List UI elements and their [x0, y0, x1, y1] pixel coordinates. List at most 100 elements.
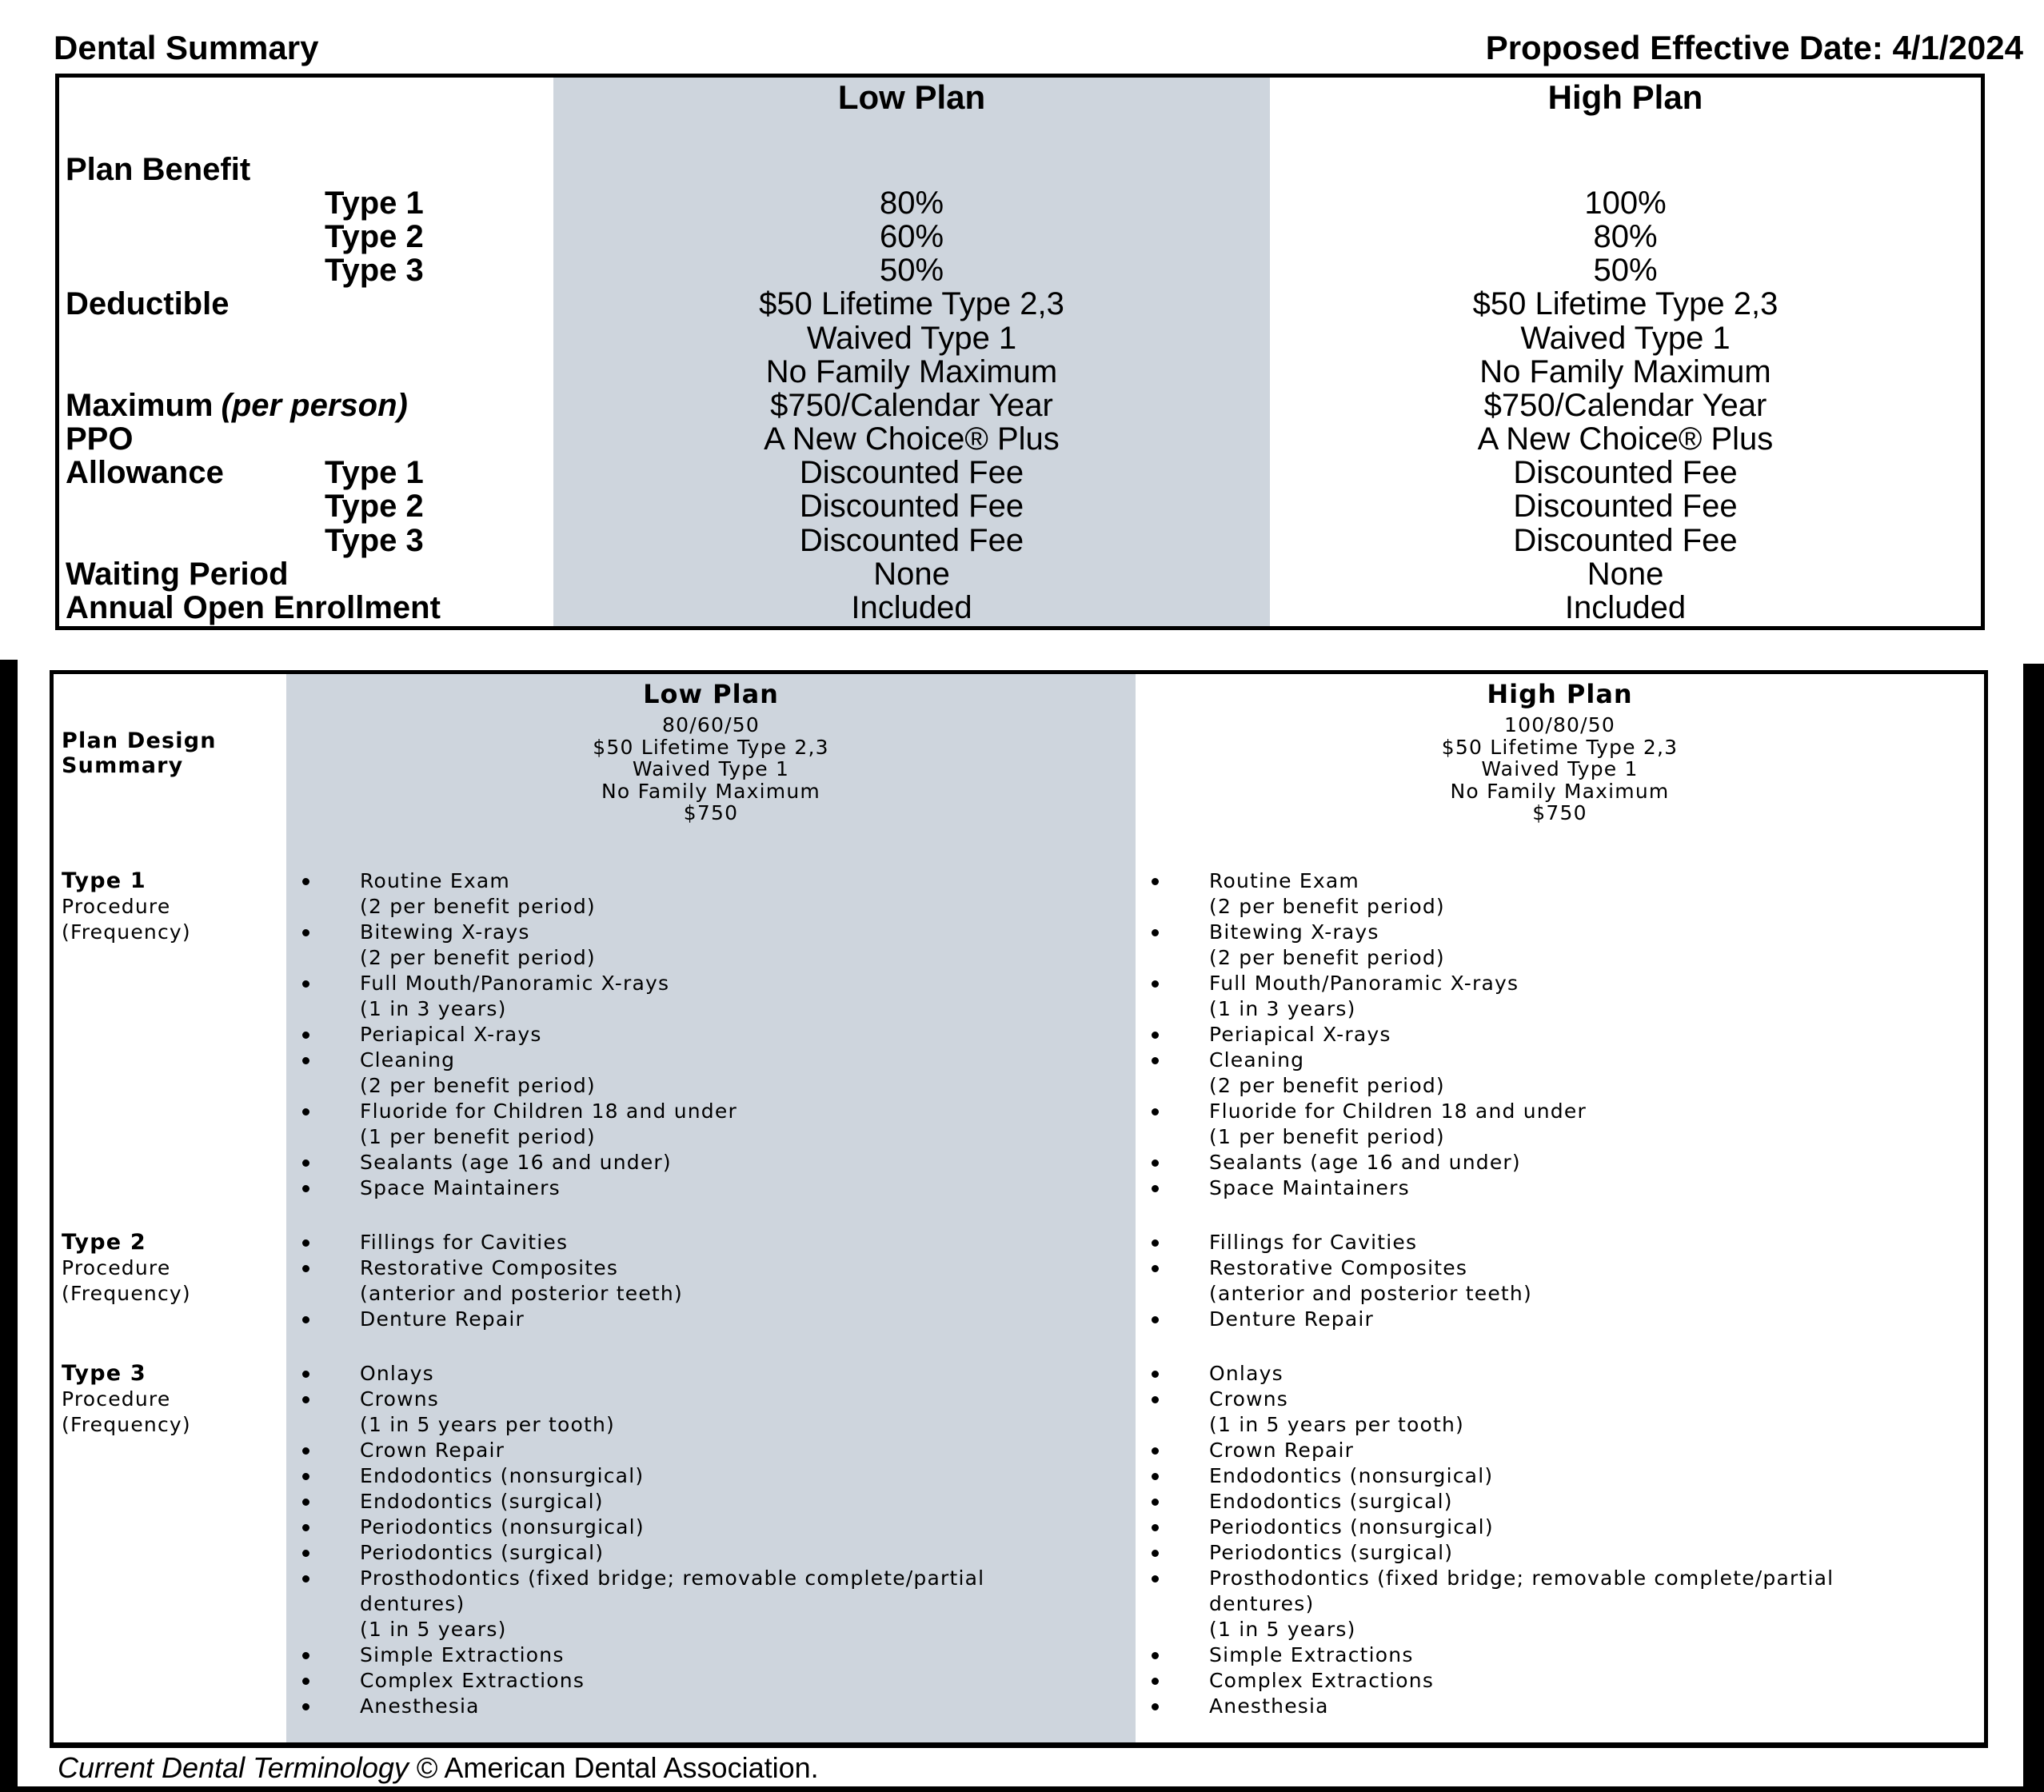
benefit-row-high-value: Waived Type 1: [1520, 320, 1731, 356]
benefit-table-header: Low Plan High Plan: [59, 78, 1981, 118]
plan-design-table-header: Low Plan High Plan: [54, 674, 1984, 714]
benefit-row-low-value: 60%: [879, 218, 944, 254]
benefit-row-high-value: 50%: [1593, 253, 1658, 289]
bullet-icon: [1152, 1108, 1159, 1116]
benefit-row-high-value: Discounted Fee: [1513, 455, 1738, 491]
bullet-icon: [302, 1651, 309, 1659]
low-plan-header: Low Plan: [643, 679, 779, 709]
benefit-row-low-value: Included: [851, 590, 972, 626]
bullet-icon: [1152, 1523, 1159, 1531]
scan-edge-bar-right: [2023, 664, 2044, 1792]
bullet-icon: [1152, 1159, 1159, 1167]
benefit-row-high-value: 80%: [1593, 218, 1658, 254]
bullet-icon: [1152, 1549, 1159, 1557]
procedure-item: Anesthesia: [1136, 1694, 1984, 1719]
benefit-row-low-value: Waived Type 1: [806, 320, 1017, 356]
bullet-icon: [302, 1108, 309, 1116]
benefit-row-high-value: $50 Lifetime Type 2,3: [1472, 286, 1779, 322]
procedure-item: Endodontics (nonsurgical): [286, 1463, 1136, 1489]
procedure-item: Space Maintainers: [1136, 1175, 1984, 1201]
benefit-row-low-value: 80%: [879, 185, 944, 221]
benefit-row-label: [59, 321, 553, 355]
plan-design-table-body: Plan Design Summary 80/60/50 $50 Lifetime T…: [54, 714, 1984, 1719]
procedure-item: Onlays: [1136, 1361, 1984, 1387]
bullet-icon: [1152, 1315, 1159, 1323]
benefit-row-low-value: No Family Maximum: [765, 353, 1058, 389]
benefit-row-label: PPO: [66, 421, 134, 457]
bullet-icon: [302, 1370, 309, 1378]
procedure-item: Simple Extractions: [286, 1642, 1136, 1668]
bullet-icon: [1152, 1447, 1159, 1455]
bullet-icon: [1152, 1677, 1159, 1685]
bullet-icon: [302, 1472, 309, 1480]
benefit-row-high-value: A New Choice® Plus: [1477, 421, 1774, 457]
bullet-icon: [1152, 1370, 1159, 1378]
procedure-item: Complex Extractions: [286, 1668, 1136, 1694]
benefit-row-high-value: 100%: [1584, 185, 1667, 221]
bullet-icon: [302, 1184, 309, 1192]
procedure-item: Full Mouth/Panoramic X-rays: [286, 971, 1136, 996]
procedure-item: Periodontics (surgical): [1136, 1540, 1984, 1566]
procedure-item: Space Maintainers: [286, 1175, 1136, 1201]
benefit-row-label: Maximum (per person): [66, 387, 408, 423]
plan-design-summary-section: Plan Design Summary 80/60/50 $50 Lifetime T…: [54, 714, 1984, 824]
procedure-item: Cleaning: [286, 1048, 1136, 1073]
benefit-row-label: Deductible: [66, 286, 230, 322]
bullet-icon: [1152, 1651, 1159, 1659]
bullet-icon: [302, 1702, 309, 1710]
procedure-item: Complex Extractions: [1136, 1668, 1984, 1694]
procedure-item: Prosthodontics (fixed bridge; removable …: [1136, 1566, 1984, 1591]
procedure-item: Endodontics (surgical): [286, 1489, 1136, 1515]
benefit-row-high-value: None: [1587, 556, 1664, 592]
plan-design-table: Low Plan High Plan Plan Design Summary 80/…: [50, 670, 1988, 1748]
procedure-item: Periapical X-rays: [1136, 1022, 1984, 1048]
procedure-list-low: Fillings for Cavities Restorative Composi…: [286, 1230, 1136, 1332]
procedure-item: Fluoride for Children 18 and under: [1136, 1099, 1984, 1124]
procedure-item: Denture Repair: [1136, 1307, 1984, 1332]
procedure-type-label: Type 3 Procedure (Frequency): [62, 1360, 191, 1436]
procedure-item: Routine Exam: [286, 868, 1136, 894]
procedure-item: Periapical X-rays: [286, 1022, 1136, 1048]
procedure-item: Anesthesia: [286, 1694, 1136, 1719]
benefit-row-high-value: $750/Calendar Year: [1483, 387, 1767, 423]
benefit-row-label: Type 3: [325, 253, 424, 289]
bullet-icon: [302, 1395, 309, 1403]
bullet-icon: [302, 1498, 309, 1506]
plan-design-low-summary: 80/60/50 $50 Lifetime Type 2,3 Waived Type…: [593, 713, 829, 824]
bullet-icon: [1152, 928, 1159, 936]
procedure-item: Restorative Composites: [1136, 1255, 1984, 1281]
bullet-icon: [1152, 1702, 1159, 1710]
benefit-row-label: Allowance Type 1: [66, 455, 424, 491]
procedure-item: Restorative Composites: [286, 1255, 1136, 1281]
benefit-row-high-value: Discounted Fee: [1513, 522, 1738, 558]
bullet-icon: [302, 1031, 309, 1039]
footer-attribution: Current Dental Terminology © American De…: [58, 1751, 819, 1785]
bullet-icon: [1152, 1498, 1159, 1506]
benefit-row-low-value: A New Choice® Plus: [764, 421, 1060, 457]
benefit-row-high-value: Included: [1564, 590, 1687, 626]
benefit-row-label: Annual Open Enrollment: [66, 590, 441, 626]
bullet-icon: [1152, 877, 1159, 885]
benefit-row-label: Waiting Period: [66, 556, 289, 592]
benefit-row-high-value: Discounted Fee: [1513, 489, 1738, 525]
procedure-list-low: Onlays Crowns (1 in 5 years per tooth) Crow…: [286, 1361, 1136, 1719]
procedure-item: Periodontics (surgical): [286, 1540, 1136, 1566]
procedure-item: Prosthodontics (fixed bridge; removable …: [286, 1566, 1136, 1591]
bullet-icon: [302, 1677, 309, 1685]
benefit-table: Low Plan High Plan Plan Benefit Type 1 80%…: [55, 74, 1985, 630]
bullet-icon: [1152, 1574, 1159, 1582]
procedure-section-2: Type 2 Procedure (Frequency) Fillings for C…: [54, 1230, 1984, 1332]
bullet-icon: [302, 1056, 309, 1064]
procedure-item: Routine Exam: [1136, 868, 1984, 894]
bullet-icon: [1152, 1264, 1159, 1272]
procedure-item: Full Mouth/Panoramic X-rays: [1136, 971, 1984, 996]
procedure-item: Periodontics (nonsurgical): [286, 1515, 1136, 1540]
bullet-icon: [1152, 1239, 1159, 1247]
high-plan-header: High Plan: [1547, 78, 1703, 116]
procedure-item: Fluoride for Children 18 and under: [286, 1099, 1136, 1124]
procedure-item: Endodontics (surgical): [1136, 1489, 1984, 1515]
procedure-item: Bitewing X-rays: [1136, 920, 1984, 945]
benefit-row-high-value: No Family Maximum: [1479, 353, 1771, 389]
procedure-item: Crown Repair: [1136, 1438, 1984, 1463]
